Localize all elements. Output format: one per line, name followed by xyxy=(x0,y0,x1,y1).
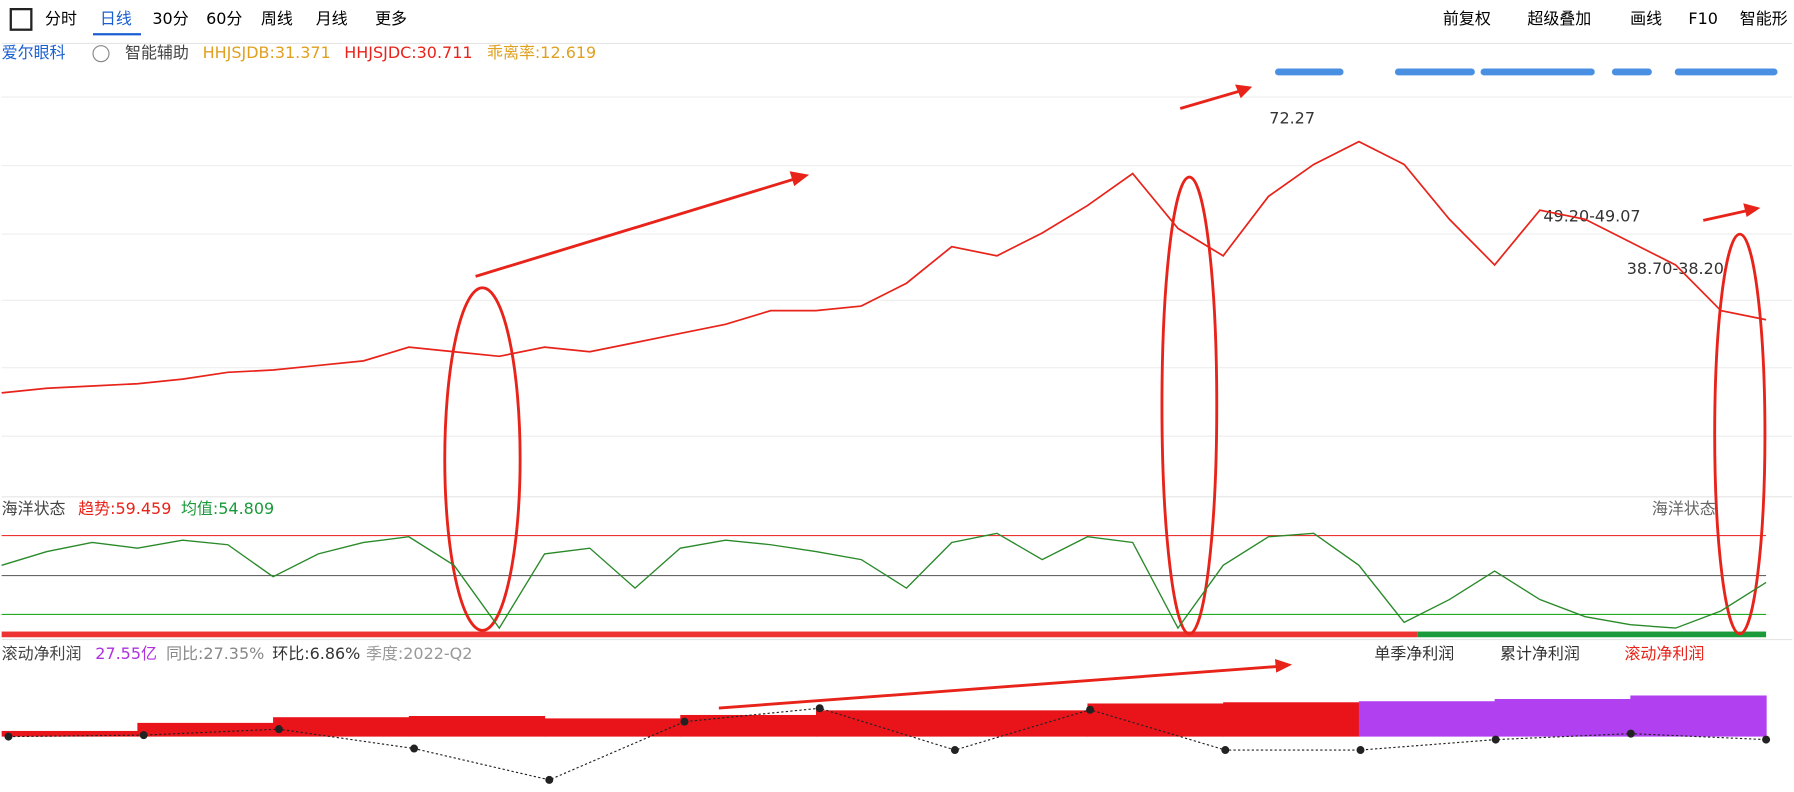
single-point xyxy=(410,744,419,753)
indicator: 环比:6.86% xyxy=(272,644,360,663)
single-point xyxy=(1221,746,1230,755)
indicator: 同比:27.35% xyxy=(166,644,264,663)
profit-bar xyxy=(408,716,546,737)
price-label: 38.70-38.20 xyxy=(1627,259,1724,278)
price-label: 72.27 xyxy=(1269,108,1315,127)
profit-bar xyxy=(1087,703,1224,737)
annotation-arrowhead xyxy=(789,84,1761,673)
tab-active[interactable]: 日线 xyxy=(100,9,132,28)
trend-line xyxy=(1,532,1767,630)
profit-bar xyxy=(1,730,138,737)
single-point xyxy=(680,717,689,726)
indicator: 乖离率:12.619 xyxy=(487,43,596,62)
tab[interactable]: 月线 xyxy=(316,9,348,28)
single-line xyxy=(8,707,1767,781)
single-point xyxy=(1491,735,1500,744)
profit-bar xyxy=(816,710,953,737)
tab[interactable]: 更多 xyxy=(375,9,407,28)
status-strip xyxy=(1,631,1418,638)
profit-bar xyxy=(1358,701,1496,737)
price-label: 49.20-49.07 xyxy=(1543,206,1640,225)
profit-bar xyxy=(137,722,274,737)
menu[interactable]: 画线 xyxy=(1630,9,1662,28)
indicator: 均值:54.809 xyxy=(181,499,274,518)
stock-name[interactable]: 爱尔眼科 xyxy=(2,43,66,62)
single-point xyxy=(1356,746,1365,755)
dropdown[interactable] xyxy=(92,45,110,63)
annotation xyxy=(443,87,1767,710)
indicator: 季度:2022-Q2 xyxy=(366,644,472,663)
status-strip xyxy=(1417,631,1767,638)
panel-title: 海洋状态 xyxy=(2,499,66,518)
panel-title: 海洋状态 xyxy=(1652,499,1716,518)
single-point xyxy=(274,725,283,734)
tab[interactable]: 分时 xyxy=(45,9,77,28)
profit-bar xyxy=(1630,695,1767,737)
panel-title: 滚动净利润 xyxy=(2,644,82,663)
profit-bar xyxy=(680,714,817,737)
profit-bar xyxy=(1223,702,1360,737)
assist[interactable]: 智能辅助 xyxy=(125,43,189,62)
legend-item[interactable]: 单季净利润 xyxy=(1374,644,1454,663)
indicator: HHJSJDB:31.371 xyxy=(203,43,331,62)
panel-icon[interactable] xyxy=(9,7,33,31)
single-point xyxy=(545,775,554,784)
indicator: 趋势:59.459 xyxy=(78,499,171,518)
tab[interactable]: 60分 xyxy=(206,9,242,28)
tab[interactable]: 周线 xyxy=(261,9,293,28)
indicator: HHJSJDC:30.711 xyxy=(344,43,472,62)
single-point xyxy=(139,731,148,740)
indicator: 27.55亿 xyxy=(95,644,157,663)
menu[interactable]: 超级叠加 xyxy=(1527,9,1591,28)
menu[interactable]: F10 xyxy=(1688,9,1718,28)
single-point xyxy=(4,732,13,741)
price-line xyxy=(1,140,1767,394)
tab[interactable]: 30分 xyxy=(152,9,188,28)
single-point xyxy=(815,704,824,713)
legend-item[interactable]: 滚动净利润 xyxy=(1624,644,1704,663)
legend-item[interactable]: 累计净利润 xyxy=(1500,644,1580,663)
profit-bar xyxy=(273,717,410,737)
profit-bar xyxy=(951,710,1089,737)
signal-dots xyxy=(1275,68,1778,76)
profit-bar xyxy=(544,718,681,737)
menu[interactable]: 前复权 xyxy=(1443,9,1491,28)
menu[interactable]: 智能形 xyxy=(1740,9,1788,28)
single-point xyxy=(950,746,959,755)
single-point xyxy=(1626,729,1635,738)
profit-bar xyxy=(1494,698,1631,737)
single-point xyxy=(1762,735,1771,744)
single-point xyxy=(1086,705,1095,714)
